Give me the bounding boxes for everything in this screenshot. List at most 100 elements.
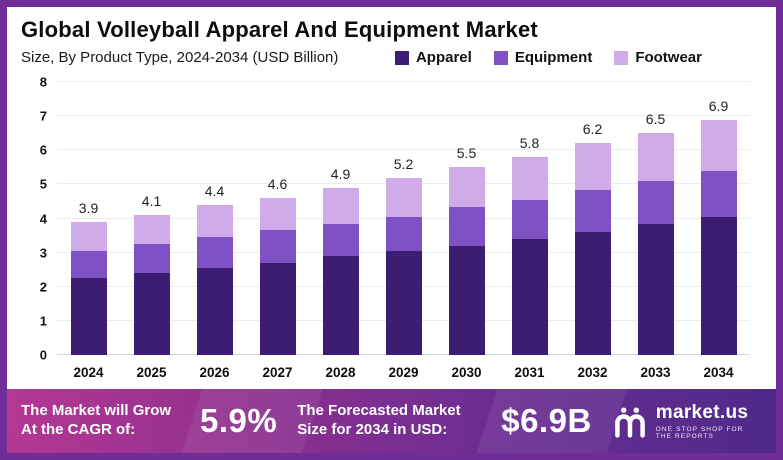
legend-label: Footwear	[635, 49, 702, 66]
bar-segment-apparel	[322, 256, 359, 355]
bar-segment-equipment	[70, 250, 107, 279]
header: Global Volleyball Apparel And Equipment …	[7, 7, 776, 68]
bar-row: 3.9 4.1 4.4 4.6 4.9 5.2 5.5 5.8 6.2 6.5 6.9	[57, 82, 750, 355]
bar-segment-equipment	[196, 237, 233, 268]
bar-stack	[259, 198, 296, 355]
bar-stack	[322, 187, 359, 355]
bar-segment-equipment	[322, 223, 359, 257]
x-tick-label: 2024	[73, 364, 104, 380]
x-tick-label: 2032	[577, 364, 608, 380]
bar-group-2026: 4.4	[183, 82, 246, 355]
forecast-label: The Forecasted Market Size for 2034 in U…	[297, 402, 461, 438]
bar-stack	[574, 143, 611, 355]
x-tick-label: 2026	[199, 364, 230, 380]
bar-total-label: 4.9	[330, 165, 351, 182]
bar-segment-apparel	[196, 267, 233, 355]
y-tick-label: 8	[39, 74, 47, 90]
legend-swatch	[394, 50, 409, 65]
bar-group-2030: 5.5	[435, 82, 498, 355]
bar-segment-equipment	[448, 206, 485, 246]
bar-segment-footwear	[574, 143, 611, 190]
y-tick-label: 3	[39, 245, 47, 261]
bar-group-2031: 5.8	[498, 82, 561, 355]
bar-segment-footwear	[511, 157, 548, 200]
bar-segment-footwear	[196, 204, 233, 238]
bar-group-2027: 4.6	[246, 82, 309, 355]
y-tick-label: 6	[39, 142, 47, 158]
bar-segment-apparel	[511, 238, 548, 355]
x-tick-label: 2027	[262, 364, 293, 380]
chart-title: Global Volleyball Apparel And Equipment …	[21, 17, 538, 42]
y-tick-label: 0	[39, 347, 47, 363]
y-tick-label: 4	[39, 211, 47, 226]
bar-segment-apparel	[70, 278, 107, 355]
bar-segment-footwear	[322, 187, 359, 224]
bar-stack	[70, 221, 107, 355]
bar-group-2029: 5.2	[372, 82, 435, 355]
legend-label: Equipment	[514, 49, 593, 66]
bar-segment-footwear	[700, 119, 737, 171]
bar-stack	[133, 215, 170, 355]
bar-segment-apparel	[700, 216, 737, 355]
cagr-value: 5.9%	[200, 402, 278, 439]
bar-group-2034: 6.9	[687, 82, 750, 355]
legend-item-equipment: Equipment	[493, 49, 593, 66]
legend-item-apparel: Apparel	[394, 49, 472, 66]
bar-group-2032: 6.2	[561, 82, 624, 355]
bar-segment-equipment	[259, 230, 296, 263]
bar-stack	[511, 157, 548, 355]
market-us-logo-icon	[612, 403, 648, 439]
bar-segment-equipment	[700, 170, 737, 217]
bar-total-label: 5.5	[456, 145, 477, 162]
legend-swatch	[614, 50, 629, 65]
chart-subtitle: Size, By Product Type, 2024-2034 (USD Bi…	[21, 49, 339, 66]
bar-stack	[196, 204, 233, 355]
legend-item-footwear: Footwear	[614, 49, 702, 66]
bar-segment-apparel	[448, 245, 485, 355]
bar-segment-apparel	[574, 232, 611, 355]
y-tick-label: 1	[39, 313, 47, 329]
bar-group-2024: 3.9	[57, 82, 120, 355]
footer-banner: The Market will Grow At the CAGR of: 5.9…	[7, 389, 776, 453]
bar-segment-equipment	[574, 189, 611, 233]
y-tick-label: 2	[39, 279, 47, 295]
bar-segment-apparel	[259, 262, 296, 355]
bar-group-2033: 6.5	[624, 82, 687, 355]
bar-total-label: 6.2	[582, 121, 603, 138]
bar-group-2028: 4.9	[309, 82, 372, 355]
bar-segment-equipment	[385, 216, 422, 251]
x-tick-label: 2033	[640, 364, 671, 380]
x-tick-label: 2030	[451, 364, 482, 380]
bar-stack	[385, 177, 422, 355]
brand-name: market.us	[655, 402, 749, 423]
x-tick-label: 2025	[136, 364, 167, 380]
bar-stack	[700, 119, 737, 355]
bar-total-label: 6.9	[708, 97, 729, 114]
x-axis: 2024 2025 2026 2027 2028 2029 2030 2031 2032 2033…	[57, 355, 750, 389]
x-tick-label: 2028	[325, 364, 356, 380]
x-tick-label: 2031	[514, 364, 545, 380]
bar-total-label: 6.5	[645, 111, 666, 128]
brand: market.us One Stop Shop For The Reports	[612, 402, 762, 440]
bar-segment-equipment	[511, 199, 548, 239]
bar-segment-apparel	[385, 250, 422, 355]
bar-segment-footwear	[133, 215, 170, 245]
gridline	[57, 115, 750, 117]
bar-segment-footwear	[448, 167, 485, 207]
bar-total-label: 4.1	[141, 193, 162, 210]
bar-segment-footwear	[259, 198, 296, 231]
bar-total-label: 4.6	[267, 176, 288, 193]
bar-total-label: 5.2	[393, 155, 414, 172]
bar-segment-apparel	[133, 273, 170, 355]
bar-stack	[637, 133, 674, 355]
bar-segment-footwear	[385, 177, 422, 217]
legend-swatch	[493, 50, 508, 65]
bar-segment-apparel	[637, 223, 674, 355]
bar-segment-equipment	[637, 180, 674, 224]
chart: 0 1 2 3 4 5 6 7 8 3.9 4.1 4.4 4.6 4.9 5.2 5.5 5.8 6.2 6.5…	[7, 68, 776, 389]
x-tick-label: 2029	[388, 364, 419, 380]
bar-total-label: 3.9	[78, 199, 99, 216]
bar-segment-footwear	[70, 221, 107, 251]
bar-segment-equipment	[133, 244, 170, 274]
